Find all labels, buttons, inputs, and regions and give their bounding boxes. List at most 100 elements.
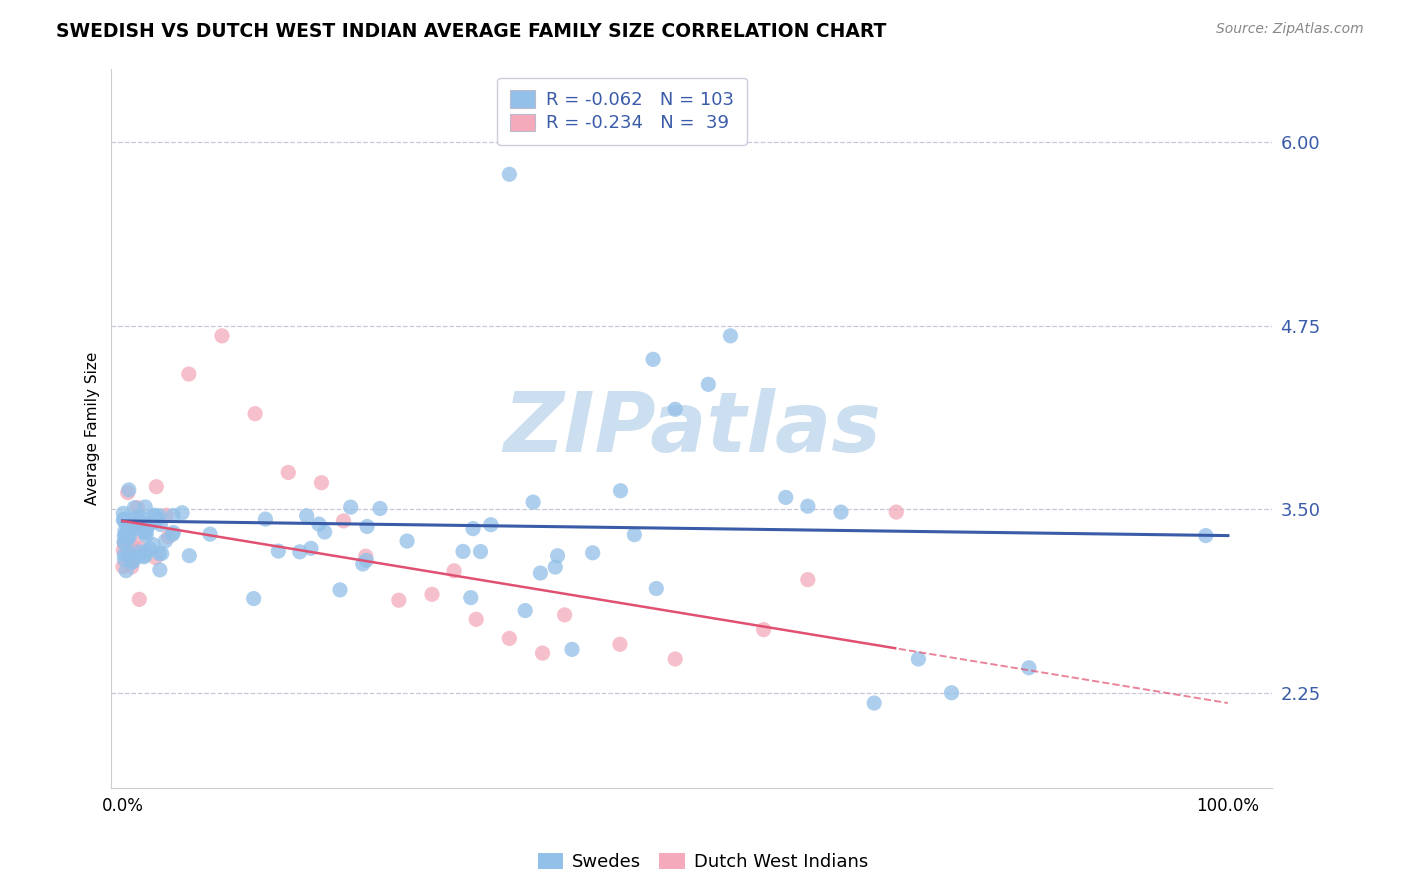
Point	[356, 553, 378, 567]
Point	[443, 564, 465, 578]
Point	[352, 557, 374, 571]
Point	[243, 407, 266, 421]
Point	[797, 573, 820, 587]
Point	[160, 527, 183, 541]
Point	[121, 559, 143, 574]
Point	[115, 536, 138, 550]
Point	[907, 652, 929, 666]
Point	[117, 524, 139, 538]
Point	[145, 480, 167, 494]
Text: ZIPatlas: ZIPatlas	[503, 388, 880, 469]
Point	[129, 509, 152, 524]
Point	[118, 523, 141, 537]
Point	[114, 515, 136, 529]
Point	[128, 592, 150, 607]
Point	[515, 603, 537, 617]
Point	[396, 534, 419, 549]
Point	[172, 506, 194, 520]
Point	[112, 529, 135, 543]
Point	[299, 541, 322, 556]
Point	[149, 563, 172, 577]
Point	[127, 549, 149, 564]
Point	[118, 483, 141, 497]
Point	[470, 544, 492, 558]
Point	[145, 550, 167, 565]
Point	[561, 642, 583, 657]
Point	[884, 505, 907, 519]
Point	[112, 535, 135, 549]
Point	[118, 530, 141, 544]
Point	[531, 646, 554, 660]
Point	[155, 533, 177, 548]
Point	[582, 546, 605, 560]
Point	[544, 560, 567, 574]
Point	[609, 483, 631, 498]
Point	[775, 491, 797, 505]
Point	[465, 612, 488, 626]
Point	[114, 524, 136, 538]
Point	[498, 632, 520, 646]
Point	[148, 508, 170, 523]
Point	[143, 515, 166, 529]
Point	[117, 530, 139, 544]
Point	[354, 549, 377, 563]
Point	[134, 549, 156, 563]
Point	[121, 555, 143, 569]
Point	[277, 466, 299, 480]
Point	[149, 517, 172, 532]
Point	[127, 545, 149, 559]
Point	[941, 686, 963, 700]
Point	[150, 547, 173, 561]
Point	[134, 524, 156, 539]
Point	[177, 367, 200, 381]
Point	[117, 485, 139, 500]
Point	[295, 508, 318, 523]
Point	[143, 509, 166, 524]
Point	[863, 696, 886, 710]
Point	[115, 564, 138, 578]
Point	[132, 549, 155, 564]
Point	[314, 524, 336, 539]
Point	[112, 506, 135, 520]
Point	[112, 548, 135, 562]
Point	[112, 512, 135, 526]
Point	[420, 587, 443, 601]
Point	[498, 167, 520, 181]
Point	[388, 593, 411, 607]
Point	[547, 549, 569, 563]
Point	[311, 475, 333, 490]
Point	[121, 555, 143, 569]
Text: SWEDISH VS DUTCH WEST INDIAN AVERAGE FAMILY SIZE CORRELATION CHART: SWEDISH VS DUTCH WEST INDIAN AVERAGE FAM…	[56, 22, 887, 41]
Point	[112, 513, 135, 527]
Point	[139, 542, 162, 557]
Point	[127, 520, 149, 534]
Point	[179, 549, 201, 563]
Point	[288, 545, 311, 559]
Point	[111, 559, 134, 574]
Legend: Swedes, Dutch West Indians: Swedes, Dutch West Indians	[530, 846, 876, 879]
Text: Source: ZipAtlas.com: Source: ZipAtlas.com	[1216, 22, 1364, 37]
Point	[122, 534, 145, 549]
Point	[157, 530, 180, 544]
Point	[641, 352, 664, 367]
Point	[129, 541, 152, 556]
Point	[720, 329, 742, 343]
Point	[332, 514, 354, 528]
Point	[242, 591, 264, 606]
Point	[117, 547, 139, 561]
Point	[143, 508, 166, 523]
Point	[697, 377, 720, 392]
Point	[830, 505, 852, 519]
Point	[198, 527, 221, 541]
Point	[148, 512, 170, 526]
Point	[117, 518, 139, 533]
Point	[118, 526, 141, 541]
Point	[329, 582, 352, 597]
Legend: R = -0.062   N = 103, R = -0.234   N =  39: R = -0.062 N = 103, R = -0.234 N = 39	[498, 78, 747, 145]
Point	[645, 582, 668, 596]
Point	[134, 500, 156, 514]
Point	[129, 515, 152, 529]
Point	[136, 520, 159, 534]
Point	[1195, 528, 1218, 542]
Point	[135, 524, 157, 538]
